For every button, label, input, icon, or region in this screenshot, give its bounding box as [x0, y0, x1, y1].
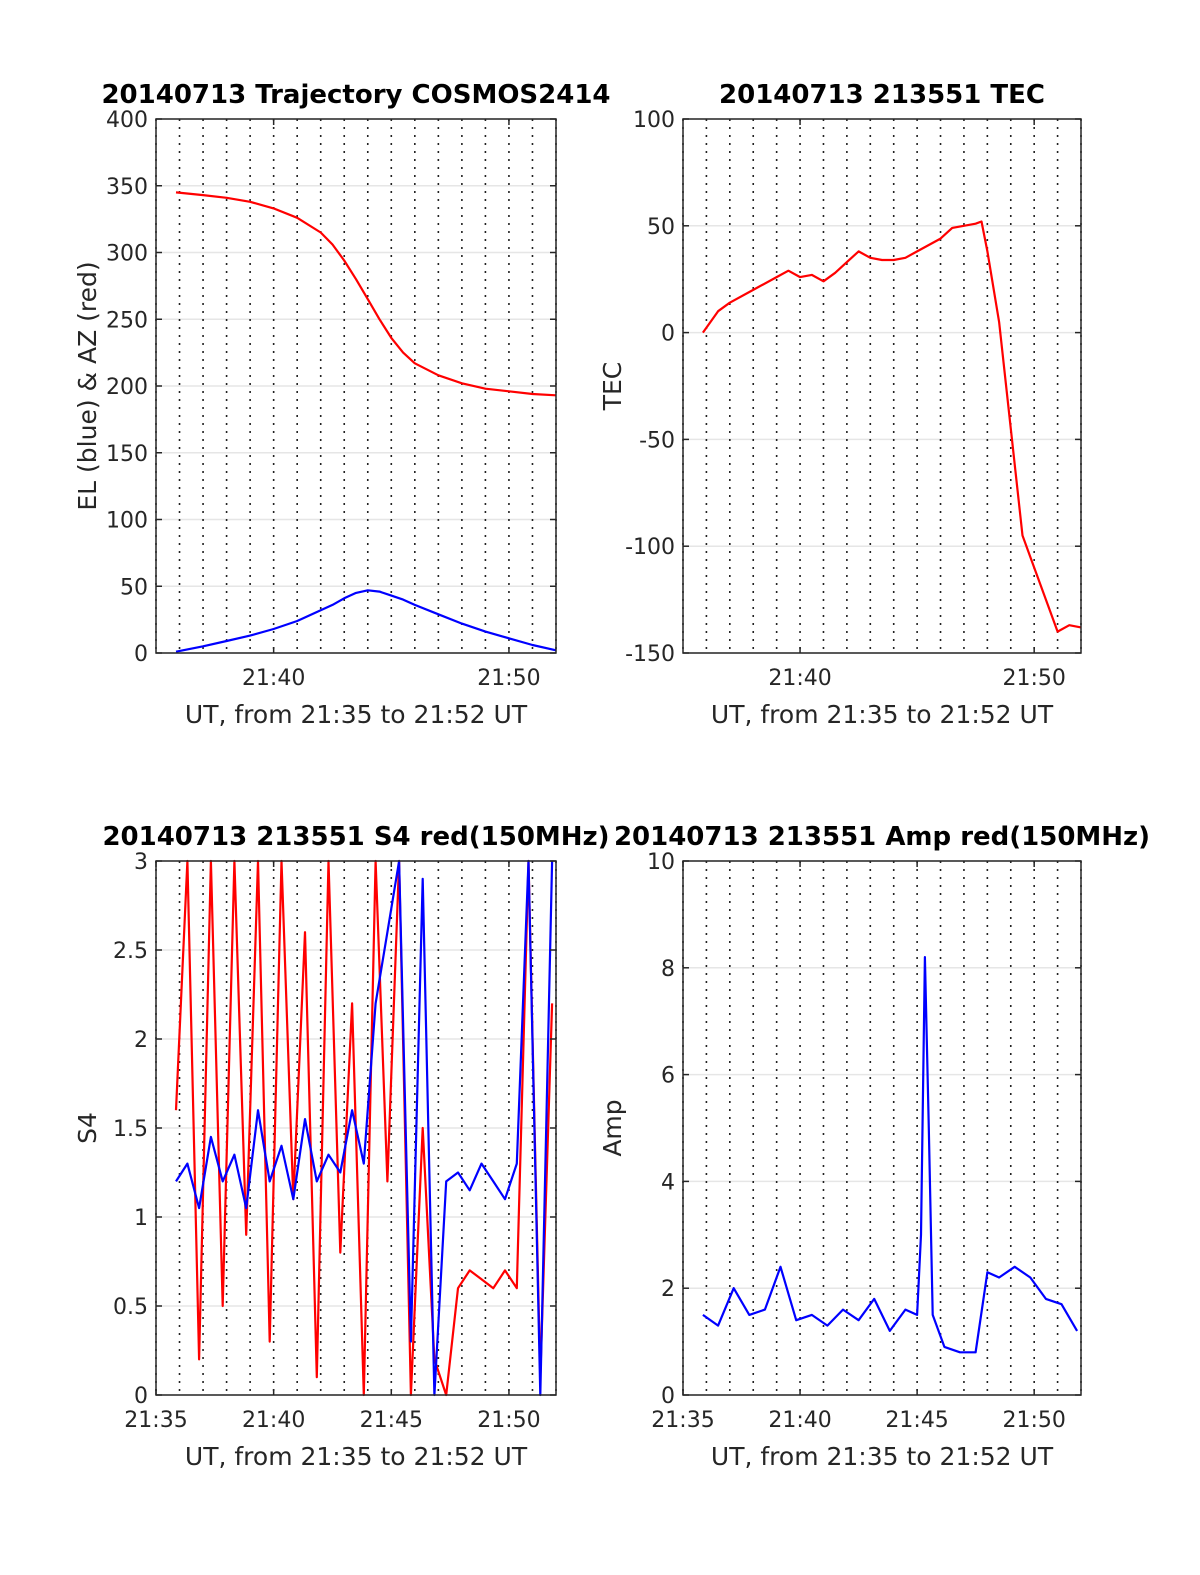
- y-tick-label: 2: [661, 1277, 675, 1302]
- plot-area: [683, 861, 1081, 1395]
- x-tick-label: 21:40: [242, 666, 305, 691]
- x-tick-label: 21:40: [242, 1408, 305, 1433]
- plot-area: [683, 119, 1081, 653]
- x-tick-label: 21:50: [1002, 666, 1065, 691]
- x-tick-label: 21:45: [360, 1408, 423, 1433]
- y-axis-label: TEC: [598, 362, 627, 412]
- chart-panel-4: 0 2 4 6 8 10 21:35 21:40 21:45 21:50 20140713 2135…: [598, 822, 1150, 1471]
- y-tick-label: 0: [661, 322, 675, 347]
- y-tick-label: 50: [120, 575, 148, 600]
- y-axis-label: EL (blue) & AZ (red): [73, 261, 102, 510]
- x-axis-label: UT, from 21:35 to 21:52 UT: [185, 1442, 528, 1471]
- series-line-1: [702, 220, 1082, 633]
- chart-panel-2: -150 -100 -50 0 50 100 21:40 21:50 20140713 2135…: [598, 80, 1082, 729]
- y-tick-label: 3: [134, 850, 148, 875]
- y-tick-label: 4: [661, 1170, 675, 1195]
- y-tick-label: -100: [625, 535, 675, 560]
- series-line-1: [702, 955, 1079, 1354]
- y-tick-label: -150: [625, 642, 675, 667]
- x-axis-label: UT, from 21:35 to 21:52 UT: [185, 700, 528, 729]
- y-tick-label: 2.5: [113, 939, 148, 964]
- y-tick-label: 400: [106, 108, 148, 133]
- x-tick-label: 21:50: [477, 666, 540, 691]
- chart-panel-1: 0 50 100 150 200 250 300 350 400 21:40 21:50 201407…: [73, 80, 611, 729]
- series-line-2: [175, 859, 554, 1397]
- y-tick-label: 350: [106, 175, 148, 200]
- x-tick-label: 21:50: [1002, 1408, 1065, 1433]
- y-tick-label: 100: [633, 108, 675, 133]
- series-line-2: [175, 589, 557, 653]
- y-tick-label: -50: [639, 428, 675, 453]
- y-tick-label: 10: [647, 850, 675, 875]
- x-tick-label: 21:35: [124, 1408, 187, 1433]
- y-tick-label: 200: [106, 375, 148, 400]
- x-axis-label: UT, from 21:35 to 21:52 UT: [711, 700, 1054, 729]
- y-tick-label: 0: [661, 1384, 675, 1409]
- x-tick-label: 21:45: [885, 1408, 948, 1433]
- y-tick-label: 0: [134, 642, 148, 667]
- y-axis-label: Amp: [598, 1099, 627, 1156]
- chart-title: 20140713 213551 Amp red(150MHz): [614, 822, 1150, 852]
- y-tick-label: 8: [661, 957, 675, 982]
- chart-title: 20140713 213551 TEC: [719, 80, 1045, 110]
- chart-title: 20140713 Trajectory COSMOS2414: [101, 80, 610, 110]
- y-tick-label: 2: [134, 1028, 148, 1053]
- chart-panel-3: 0 0.5 1 1.5 2 2.5 3 21:35 21:40 21:45 21:50 2014071…: [73, 822, 610, 1471]
- y-tick-label: 150: [106, 442, 148, 467]
- y-tick-label: 100: [106, 509, 148, 534]
- y-tick-label: 300: [106, 242, 148, 267]
- y-tick-label: 0.5: [113, 1295, 148, 1320]
- x-axis-label: UT, from 21:35 to 21:52 UT: [711, 1442, 1054, 1471]
- chart-title: 20140713 213551 S4 red(150MHz): [102, 822, 609, 852]
- x-tick-label: 21:40: [768, 666, 831, 691]
- axes-box: [682, 860, 1082, 1396]
- x-tick-label: 21:40: [768, 1408, 831, 1433]
- series-line-1: [175, 191, 557, 397]
- axes-box: [682, 118, 1082, 654]
- y-tick-label: 1.5: [113, 1117, 148, 1142]
- y-tick-label: 1: [134, 1206, 148, 1231]
- x-tick-label: 21:35: [651, 1408, 714, 1433]
- y-tick-label: 250: [106, 308, 148, 333]
- y-tick-label: 6: [661, 1064, 675, 1089]
- y-axis-label: S4: [73, 1112, 102, 1144]
- x-tick-label: 21:50: [477, 1408, 540, 1433]
- y-tick-label: 0: [134, 1384, 148, 1409]
- y-tick-label: 50: [647, 215, 675, 240]
